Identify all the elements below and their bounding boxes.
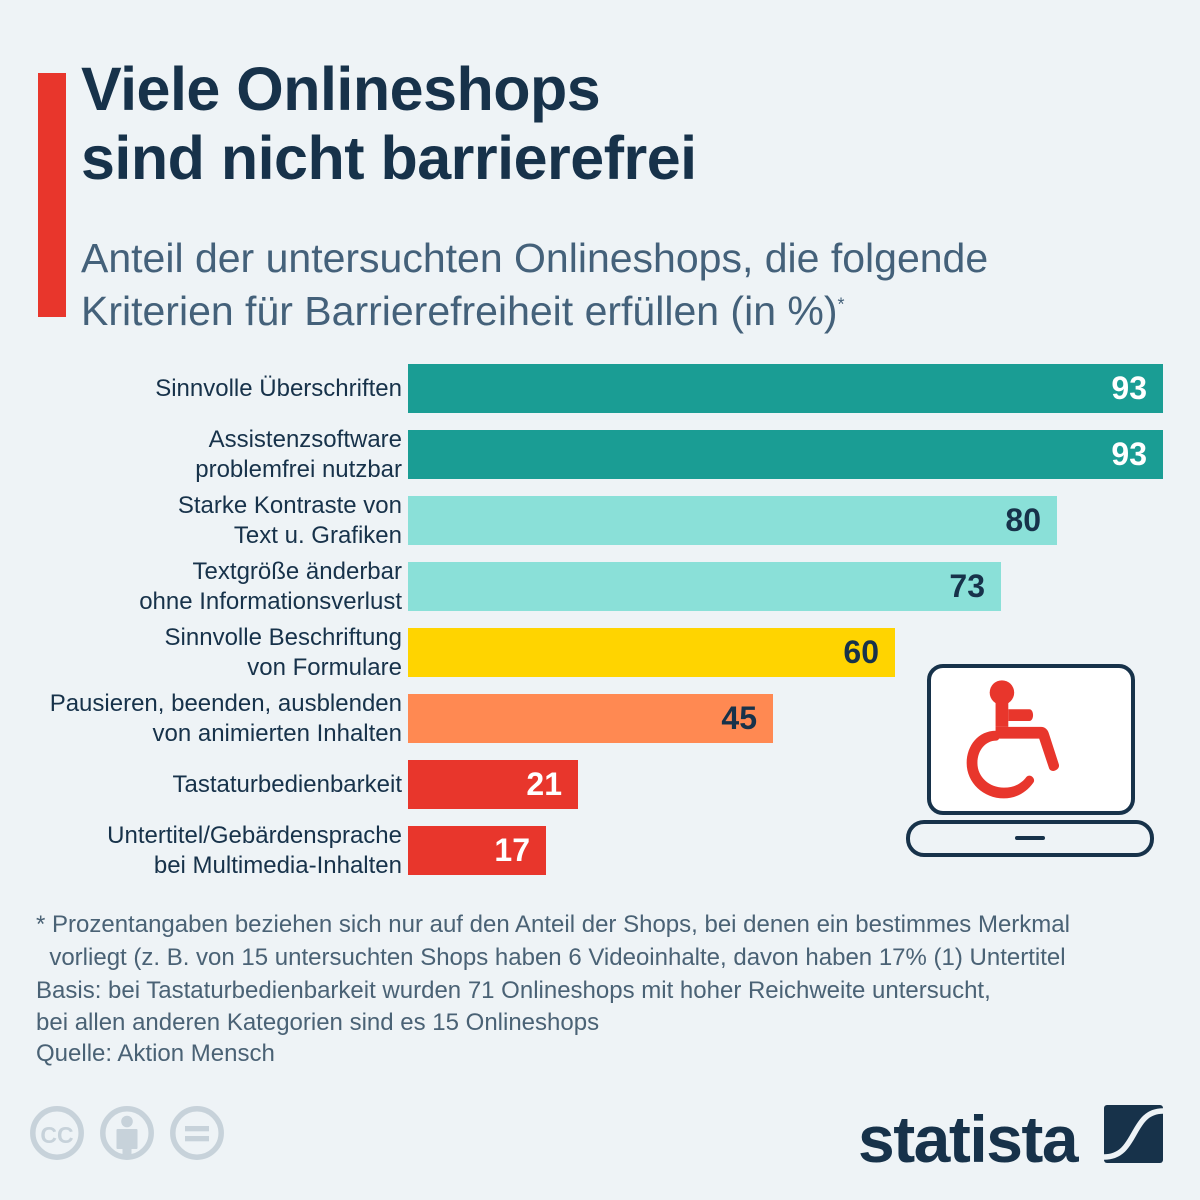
svg-text:CC: CC [40,1122,73,1148]
svg-text:statista: statista [858,1102,1080,1170]
